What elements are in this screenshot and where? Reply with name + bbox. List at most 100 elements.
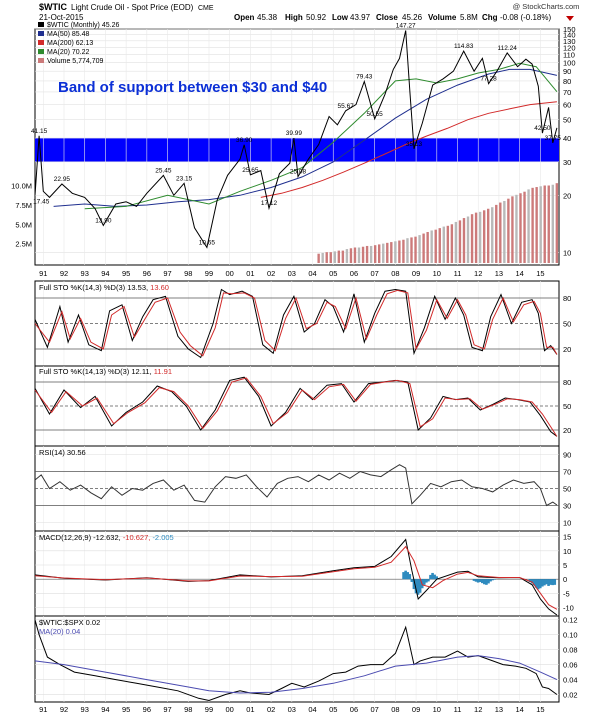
- price-y-tick-label: 90: [563, 67, 571, 76]
- macd-histogram-bar: [489, 579, 492, 582]
- macd-histogram-bar: [476, 579, 480, 583]
- volume-bar: [418, 235, 421, 263]
- price-grid: [35, 28, 559, 265]
- panel-sto-slow: 80 50 20 Full STO %K(14,13) %D(3) 12.11, 1…: [34, 365, 571, 447]
- volume-bar: [414, 236, 417, 263]
- macd-histogram-bar: [404, 570, 407, 580]
- bottom-x-tick-label: 14: [515, 705, 523, 714]
- sto-fast-legend-d: 13.60: [150, 283, 169, 292]
- volume-y-tick-label: 2.5M: [15, 240, 32, 249]
- volume-y-tick-label: 5.0M: [15, 220, 32, 229]
- macd-histogram-bar: [536, 579, 540, 590]
- volume-bar: [555, 183, 559, 263]
- macd-histogram-bar: [547, 579, 550, 586]
- volume-bar: [365, 245, 369, 263]
- price-data-label: 36.90: [236, 137, 253, 144]
- rsi-lines: [34, 464, 558, 507]
- ratio-ma-legend: MA(20) 0.04: [39, 627, 80, 636]
- legend-label-ma200: MA(200) 62.13: [47, 40, 93, 47]
- macd-histogram-bar: [406, 572, 410, 580]
- sto-fast-legend-k: Full STO %K(14,3) %D(3) 13.53,: [39, 283, 148, 292]
- macd-legend-hist: -2.005: [152, 533, 173, 542]
- price-y-tick-label: 100: [563, 58, 576, 67]
- price-x-tick-label: 05: [329, 269, 337, 278]
- price-data-label: 55.67: [338, 103, 355, 110]
- macd-grid: [35, 531, 559, 616]
- macd-y-tick-label: 10: [563, 547, 571, 556]
- open-label: Open: [234, 13, 255, 22]
- macd-histogram-bar: [532, 579, 536, 586]
- price-x-tick-label: 12: [474, 269, 482, 278]
- stos-y-tick-label: 20: [563, 426, 571, 435]
- open-value: 45.38: [257, 13, 278, 22]
- volume-bar: [386, 242, 389, 263]
- volume-bar: [353, 247, 357, 263]
- chart-instrument-name: Light Crude Oil - Spot Price (EOD): [71, 3, 194, 12]
- ratio-y-tick-label: 0.06: [563, 661, 578, 670]
- bottom-x-tick-label: 91: [39, 705, 47, 714]
- volume-bar: [527, 189, 530, 263]
- volume-bar: [394, 241, 397, 263]
- bottom-x-tick-label: 95: [122, 705, 130, 714]
- price-x-axis: 91 92 93 94 95 96 97 98 99 00 01 02 03 04 05 06 07 08 09 10…: [39, 269, 544, 278]
- price-x-tick-label: 01: [246, 269, 254, 278]
- price-y-tick-label: 30: [563, 158, 571, 167]
- ratio-y-ticks: 0.12 0.10 0.08 0.06 0.04 0.02: [563, 616, 578, 700]
- macd-histogram-bar: [538, 579, 542, 589]
- volume-bar: [325, 252, 328, 263]
- macd-legend-signal: -10.627,: [123, 533, 151, 542]
- panel-price: 41.15 17.45 22.95 13.90 25.45 23.15 10.65 36.90…: [11, 22, 576, 266]
- ratio-series-1: [34, 655, 558, 694]
- macd-histogram-bar: [416, 579, 420, 595]
- macd-histogram-bar: [483, 579, 486, 585]
- rsi-y-ticks: 90 70 50 30 10: [563, 451, 571, 528]
- sto-slow-legend-k: Full STO %K(14,13) %D(3) 12.11,: [39, 367, 152, 376]
- price-x-tick-label: 97: [163, 269, 171, 278]
- price-x-tick-label: 13: [495, 269, 503, 278]
- legend-swatch-ma20: [38, 49, 44, 54]
- ratio-y-tick-label: 0.04: [563, 676, 578, 685]
- macd-histogram-bar: [478, 579, 482, 582]
- ratio-y-tick-label: 0.10: [563, 631, 578, 640]
- macd-histogram-bar: [435, 576, 439, 580]
- price-y-tick-label: 130: [563, 37, 576, 46]
- sto-slow-y-ticks: 80 50 20: [563, 378, 571, 435]
- price-x-tick-label: 11: [454, 269, 462, 278]
- volume-bar: [382, 243, 385, 263]
- low-value: 43.97: [350, 13, 371, 22]
- bottom-x-tick-label: 12: [474, 705, 482, 714]
- volume-bar: [458, 220, 462, 263]
- close-label: Close: [376, 13, 398, 22]
- bottom-x-tick-label: 13: [495, 705, 503, 714]
- macd-histogram-bar: [541, 579, 544, 587]
- volume-bar: [466, 216, 470, 263]
- price-y-tick-label: 40: [563, 134, 571, 143]
- price-data-label: 37.75: [545, 135, 562, 142]
- price-x-tick-label: 91: [39, 269, 47, 278]
- stof-y-tick-label: 50: [563, 320, 571, 329]
- price-data-label: 25.65: [242, 167, 259, 174]
- volume-label: Volume: [428, 13, 457, 22]
- bottom-x-tick-label: 99: [205, 705, 213, 714]
- price-legend: $WTIC (Monthly) 45.26 MA(50) 85.48 MA(200)…: [38, 22, 119, 65]
- legend-label-ma50: MA(50) 85.48: [47, 31, 90, 38]
- legend-label-price: $WTIC (Monthly) 45.26: [47, 22, 119, 29]
- volume-bar: [341, 250, 345, 263]
- volume-bar: [450, 224, 454, 263]
- price-data-label: 79.43: [356, 73, 373, 80]
- volume-bar: [543, 185, 546, 263]
- volume-bar: [547, 185, 550, 263]
- volume-bar: [390, 242, 393, 263]
- bottom-x-tick-label: 15: [536, 705, 544, 714]
- macd-y-ticks: 15 10 5 0 -5 -10: [563, 533, 574, 613]
- macd-histogram-bar: [410, 579, 414, 582]
- volume-bars: [317, 183, 559, 263]
- chart-date: 21-Oct-2015: [39, 13, 84, 22]
- bottom-x-tick-label: 05: [329, 705, 337, 714]
- ratio-grid: [35, 616, 559, 702]
- close-value: 45.26: [402, 13, 423, 22]
- price-x-tick-label: 95: [122, 269, 130, 278]
- sto-slow-lines: [34, 376, 558, 437]
- volume-value: 5.8M: [460, 13, 478, 22]
